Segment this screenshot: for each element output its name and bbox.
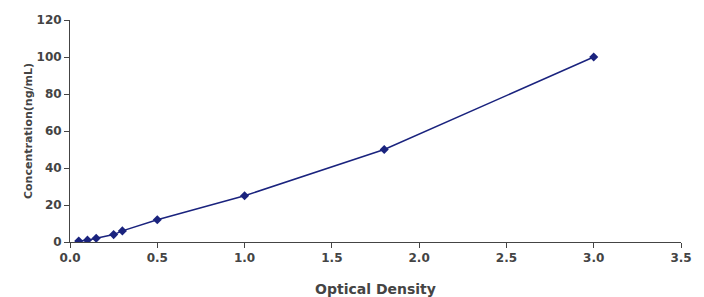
svg-text:1.5: 1.5 bbox=[321, 251, 342, 265]
svg-text:20: 20 bbox=[45, 198, 62, 212]
svg-text:80: 80 bbox=[45, 87, 62, 101]
svg-text:3.5: 3.5 bbox=[670, 251, 691, 265]
svg-text:1.0: 1.0 bbox=[234, 251, 255, 265]
svg-text:2.5: 2.5 bbox=[496, 251, 517, 265]
svg-text:0: 0 bbox=[53, 235, 61, 249]
svg-text:40: 40 bbox=[45, 161, 62, 175]
svg-text:60: 60 bbox=[45, 124, 62, 138]
svg-text:3.0: 3.0 bbox=[583, 251, 604, 265]
svg-text:2.0: 2.0 bbox=[409, 251, 430, 265]
svg-text:120: 120 bbox=[37, 13, 62, 27]
svg-text:Concentration(ng/mL): Concentration(ng/mL) bbox=[22, 63, 35, 199]
svg-text:100: 100 bbox=[37, 50, 62, 64]
svg-text:Optical Density: Optical Density bbox=[315, 281, 436, 297]
svg-text:0.5: 0.5 bbox=[147, 251, 168, 265]
svg-text:0.0: 0.0 bbox=[59, 251, 80, 265]
